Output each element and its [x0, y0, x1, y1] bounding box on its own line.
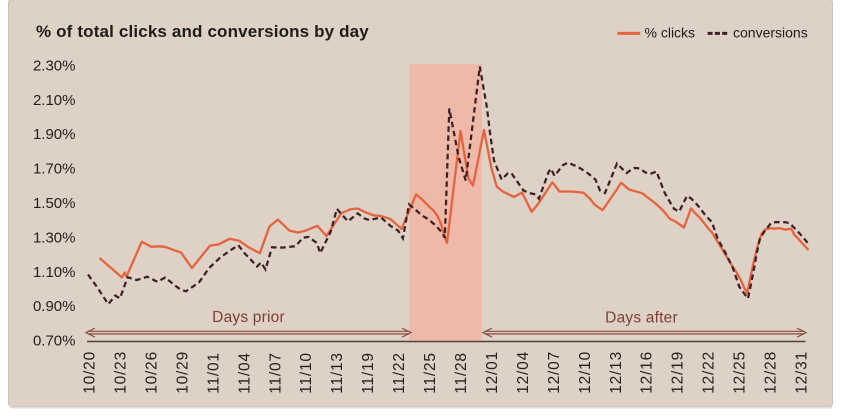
svg-text:12/10: 12/10 [577, 351, 594, 394]
svg-text:11/19: 11/19 [360, 352, 377, 394]
svg-text:12/25: 12/25 [732, 351, 749, 394]
svg-text:10/26: 10/26 [144, 351, 161, 394]
svg-text:10/29: 10/29 [174, 351, 191, 394]
svg-text:11/13: 11/13 [329, 352, 346, 394]
svg-text:1.50%: 1.50% [33, 195, 76, 212]
svg-text:2.30%: 2.30% [33, 57, 76, 74]
svg-text:12/07: 12/07 [546, 351, 563, 394]
svg-text:1.10%: 1.10% [33, 264, 76, 281]
svg-text:1.30%: 1.30% [33, 229, 76, 246]
svg-text:Days after: Days after [605, 310, 678, 327]
svg-text:% clicks: % clicks [645, 24, 696, 40]
svg-text:2.10%: 2.10% [33, 92, 76, 109]
svg-text:% of total clicks and conversi: % of total clicks and conversions by day [36, 22, 369, 41]
svg-text:12/16: 12/16 [639, 351, 656, 394]
svg-text:1.90%: 1.90% [33, 126, 76, 143]
svg-text:0.70%: 0.70% [33, 333, 76, 350]
svg-text:conversions: conversions [733, 24, 808, 40]
svg-text:12/28: 12/28 [763, 351, 780, 394]
svg-text:11/22: 11/22 [391, 352, 408, 394]
svg-text:0.90%: 0.90% [33, 298, 76, 315]
svg-text:Days prior: Days prior [212, 309, 285, 326]
svg-text:11/28: 11/28 [453, 352, 470, 394]
svg-text:12/01: 12/01 [484, 351, 501, 394]
svg-text:12/13: 12/13 [608, 351, 625, 394]
svg-text:10/23: 10/23 [113, 351, 130, 394]
svg-text:11/07: 11/07 [267, 352, 284, 394]
svg-text:12/31: 12/31 [794, 351, 811, 394]
svg-text:11/25: 11/25 [422, 352, 439, 394]
svg-text:1.70%: 1.70% [33, 161, 76, 178]
svg-text:11/01: 11/01 [205, 352, 222, 394]
svg-text:12/22: 12/22 [701, 351, 718, 394]
svg-text:12/19: 12/19 [670, 351, 687, 394]
svg-text:10/20: 10/20 [82, 351, 99, 394]
svg-text:11/04: 11/04 [236, 352, 253, 394]
svg-text:11/10: 11/10 [298, 352, 315, 394]
svg-text:12/04: 12/04 [515, 351, 532, 394]
